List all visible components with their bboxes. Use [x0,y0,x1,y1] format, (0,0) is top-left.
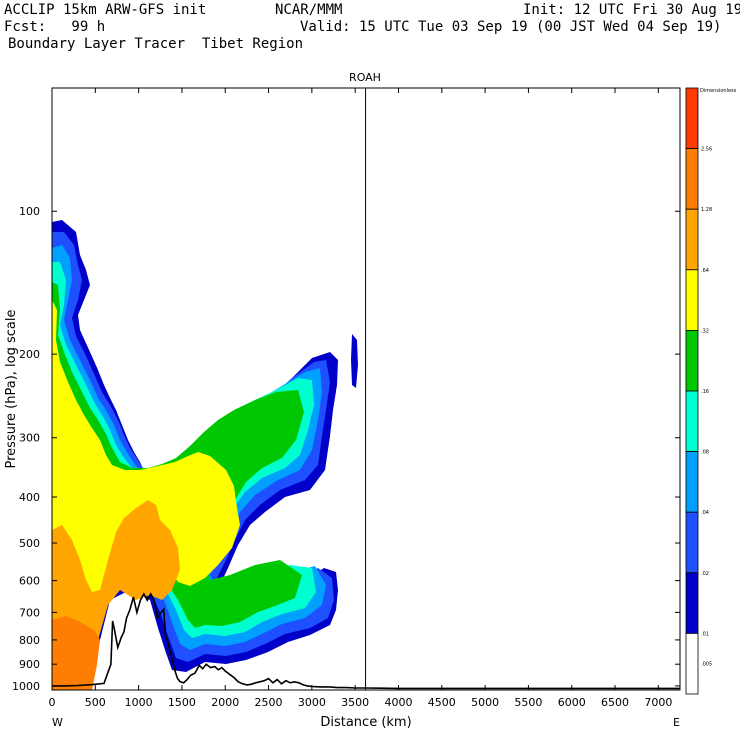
model-title: ACCLIP 15km ARW-GFS init [4,2,207,18]
y-tick-label: 300 [19,432,40,445]
colorbar-swatch [685,451,699,513]
x-tick-label: 6000 [558,696,586,709]
x-tick-label: 5500 [514,696,542,709]
colorbar-swatch [685,329,699,392]
y-tick-label: 100 [19,205,40,218]
x-tick-label: 3500 [341,696,369,709]
field-title: Boundary Layer Tracer Tibet Region [8,36,304,52]
colorbar-unit-label: Dimensionless [700,88,737,94]
colorbar-swatch [685,572,699,634]
colorbar-level-label: 1.28 [701,207,712,213]
org-label: NCAR/MMM [275,2,343,18]
x-axis-west-label: W [52,716,63,729]
colorbar-swatch [685,148,699,210]
y-axis-label: Pressure (hPa), log scale [4,310,19,469]
colorbar-level-label: .08 [701,450,709,456]
colorbar-swatch [685,269,699,331]
x-tick-label: 2000 [211,696,239,709]
colorbar-swatch [685,511,699,574]
x-tick-label: 7000 [644,696,672,709]
colorbar-level-label: .32 [701,328,709,334]
colorbar-swatch [685,208,699,271]
y-tick-label: 700 [19,606,40,619]
x-tick-label: 0 [49,696,56,709]
x-tick-label: 2500 [255,696,283,709]
x-tick-label: 1000 [125,696,153,709]
init-time: Init: 12 UTC Fri 30 Aug 19 [523,2,740,18]
colorbar-level-label: .64 [701,268,709,274]
colorbar-level-label: .02 [701,571,709,577]
x-tick-label: 500 [85,696,106,709]
plot-frame [51,87,681,691]
x-tick-label: 5000 [471,696,499,709]
colorbar-level-label: 2.56 [701,147,712,153]
y-tick-label: 200 [19,348,40,361]
section-title: ROAH [349,71,381,84]
shade-level-0b [351,334,358,388]
tracer-shading [52,220,358,690]
forecast-hour: Fcst: 99 h [4,19,106,35]
colorbar-swatch [685,633,699,695]
shade-level-7 [52,616,100,690]
x-axis-east-label: E [673,716,680,729]
colorbar-level-label: .01 [701,631,709,637]
y-tick-label: 500 [19,537,40,550]
colorbar-swatch [685,390,699,452]
colorbar-swatch [685,87,699,149]
x-axis-label: Distance (km) [320,715,411,730]
colorbar-level-label: .04 [701,510,709,516]
y-tick-label: 900 [19,658,40,671]
y-tick-label: 1000 [12,680,40,693]
y-tick-label: 800 [19,634,40,647]
colorbar: Dimensionless 2.56 1.28 .64 .32 .16 .08 .04 .02.… [685,87,737,695]
terrain-surface-line [52,592,680,690]
x-tick-label: 6500 [601,696,629,709]
y-tick-label: 400 [19,491,40,504]
colorbar-level-label: .16 [701,389,709,395]
y-tick-label: 600 [19,575,40,588]
x-tick-label: 3000 [298,696,326,709]
x-tick-label: 1500 [168,696,196,709]
colorbar-level-label: .005 [701,662,712,668]
x-tick-label: 4000 [384,696,412,709]
x-tick-label: 4500 [428,696,456,709]
valid-time: Valid: 15 UTC Tue 03 Sep 19 (00 JST Wed … [300,19,722,35]
